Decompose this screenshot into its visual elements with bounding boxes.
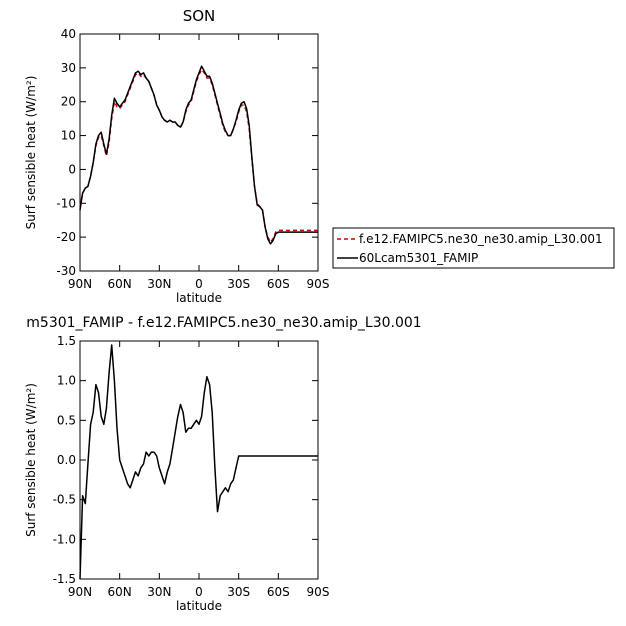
bottom-chart-title: m5301_FAMIP - f.e12.FAMIPC5.ne30_ne30.am… — [26, 315, 421, 331]
bottom-plot: -1.5 -1.0 -0.5 0.0 0.5 1.0 1.5 90N 60N 30N 0 30S 60S… — [24, 334, 329, 613]
top-y-tick-label: 20 — [61, 95, 76, 109]
top-y-tick-label: -20 — [56, 230, 76, 244]
bottom-x-axis-label: latitude — [176, 599, 222, 613]
legend-label-series-2: 60Lcam5301_FAMIP — [359, 251, 478, 265]
top-chart-title: SON — [183, 7, 216, 25]
bottom-plot-frame — [79, 340, 319, 580]
bottom-series-line-1 — [79, 344, 318, 580]
top-y-tick-label: 30 — [61, 61, 76, 75]
legend: f.e12.FAMIPC5.ne30_ne30.amip_L30.001 60L… — [332, 227, 615, 269]
top-y-tick-label: 10 — [61, 129, 76, 143]
top-y-tick-label: 40 — [61, 27, 76, 41]
bottom-x-tick-label: 60N — [108, 585, 132, 599]
top-x-tick-label: 30N — [147, 277, 171, 291]
top-y-tick-label: -30 — [56, 264, 76, 278]
top-x-tick-label: 60N — [108, 277, 132, 291]
legend-label-series-1: f.e12.FAMIPC5.ne30_ne30.amip_L30.001 — [359, 232, 603, 246]
bottom-x-tick-label: 0 — [195, 585, 203, 599]
bottom-y-tick-label: -0.5 — [53, 493, 76, 507]
top-x-tick-label: 90N — [68, 277, 92, 291]
top-x-tick-label: 0 — [195, 277, 203, 291]
bottom-x-tick-label: 90N — [68, 585, 92, 599]
bottom-x-tick-label: 60S — [267, 585, 290, 599]
top-y-axis-label: Surf sensible heat (W/m²) — [24, 76, 38, 230]
bottom-x-tick-label: 30N — [147, 585, 171, 599]
bottom-x-tick-label: 30S — [227, 585, 250, 599]
top-x-axis-label: latitude — [176, 291, 222, 305]
bottom-y-tick-label: -1.0 — [53, 532, 76, 546]
top-series-line-2 — [79, 65, 318, 245]
top-y-tick-label: 0 — [68, 162, 76, 176]
bottom-y-tick-label: 1.5 — [57, 334, 76, 348]
bottom-y-tick-label: 0.5 — [57, 413, 76, 427]
bottom-y-axis-label: Surf sensible heat (W/m²) — [24, 383, 38, 537]
bottom-y-tick-label: -1.5 — [53, 572, 76, 586]
top-x-tick-label: 30S — [227, 277, 250, 291]
top-x-tick-label: 90S — [307, 277, 330, 291]
legend-box — [332, 227, 615, 269]
top-x-tick-label: 60S — [267, 277, 290, 291]
top-plot-frame — [79, 33, 319, 272]
top-plot: -30 -20 -10 0 10 20 30 40 90N 60N 30N 0 30S 60S 90S lat… — [24, 27, 329, 305]
top-y-tick-label: -10 — [56, 196, 76, 210]
bottom-y-tick-label: 1.0 — [57, 374, 76, 388]
bottom-x-tick-label: 90S — [307, 585, 330, 599]
bottom-y-tick-label: 0.0 — [57, 453, 76, 467]
top-series-line-1 — [79, 68, 318, 243]
